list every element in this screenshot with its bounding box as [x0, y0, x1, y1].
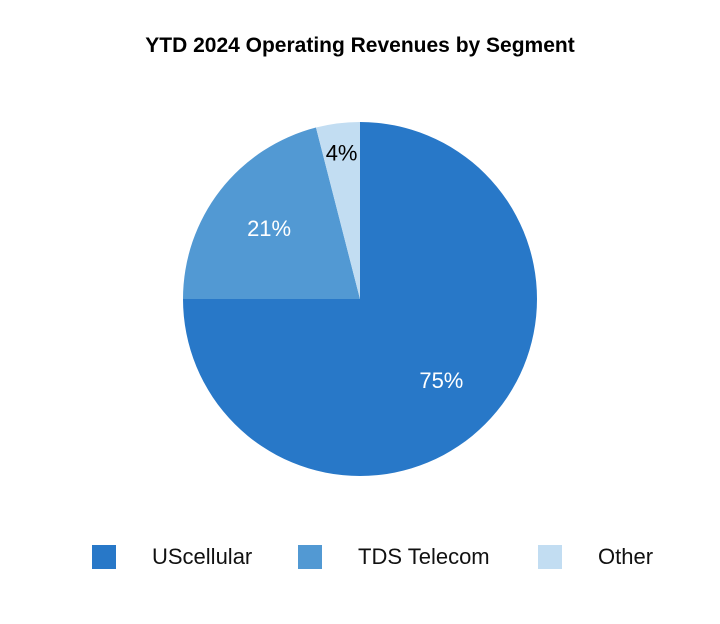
pie-chart: 75% 21% 4%: [183, 122, 537, 476]
legend-label-uscellular: UScellular: [152, 544, 253, 569]
legend-swatch-other: [538, 545, 562, 569]
legend-item-other: Other: [538, 540, 653, 574]
legend-swatch-tds-telecom: [298, 545, 322, 569]
chart-title: YTD 2024 Operating Revenues by Segment: [145, 34, 575, 57]
legend-label-tds-telecom: TDS Telecom: [358, 544, 490, 569]
pie-label-uscellular: 75%: [419, 368, 463, 393]
legend-item-tds-telecom: TDS Telecom: [298, 540, 490, 574]
pie-slice-other: [315, 122, 360, 299]
legend-label-other: Other: [598, 544, 654, 569]
legend-swatch-uscellular: [92, 545, 116, 569]
pie-label-tds-telecom: 21%: [247, 216, 291, 241]
pie-label-other: 4%: [326, 141, 358, 166]
legend-item-uscellular: UScellular: [92, 540, 252, 574]
pie-slice-tds-telecom: [183, 127, 360, 299]
chart-legend: UScellular TDS Telecom Other: [0, 540, 720, 574]
